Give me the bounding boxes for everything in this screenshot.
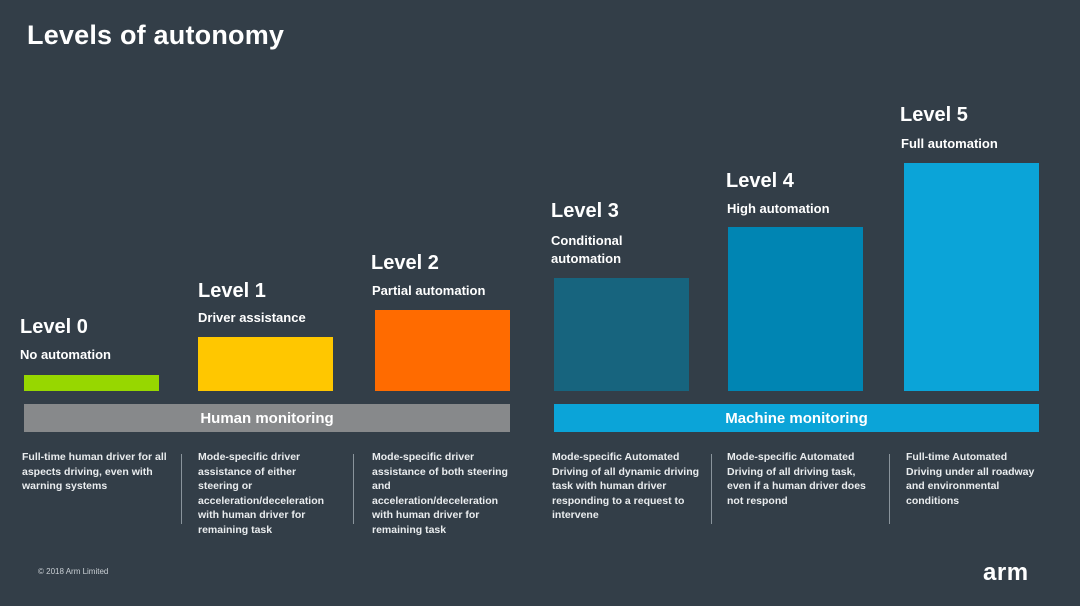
level-0-description: Full-time human driver for all aspects d… — [22, 451, 167, 493]
level-4-bar — [728, 227, 863, 391]
arm-logo: arm — [983, 559, 1029, 586]
copyright-text: © 2018 Arm Limited — [38, 567, 109, 576]
level-3-description: Mode-specific Automated Driving of all d… — [552, 451, 700, 522]
level-1-description: Mode-specific driver assistance of eithe… — [198, 451, 325, 536]
level-1-name: Driver assistance — [198, 310, 306, 325]
column-divider — [711, 454, 712, 524]
machine-monitoring-label: Machine monitoring — [725, 409, 868, 427]
level-5-description: Full-time Automated Driving under all ro… — [906, 451, 1035, 507]
level-0-bar — [24, 375, 159, 391]
level-5-name: Full automation — [901, 136, 998, 151]
level-2-bar — [375, 310, 510, 391]
level-2-heading: Level 2 — [371, 252, 439, 274]
level-5-heading: Level 5 — [900, 104, 968, 126]
level-2-name: Partial automation — [372, 283, 486, 298]
level-1-heading: Level 1 — [198, 280, 266, 302]
level-1-bar — [198, 337, 333, 391]
level-0-heading: Level 0 — [20, 316, 88, 338]
column-divider — [181, 454, 182, 524]
level-4-name: High automation — [727, 201, 830, 216]
level-3-name: Conditional automation — [551, 233, 623, 266]
level-5-bar — [904, 163, 1039, 391]
slide-title: Levels of autonomy — [27, 20, 285, 50]
level-2-description: Mode-specific driver assistance of both … — [372, 451, 508, 536]
machine-monitoring-band: Machine monitoring — [554, 404, 1039, 432]
level-4-description: Mode-specific Automated Driving of all d… — [727, 451, 866, 507]
level-3-heading: Level 3 — [551, 200, 619, 222]
level-3-bar — [554, 278, 689, 391]
human-monitoring-band: Human monitoring — [24, 404, 510, 432]
level-0-name: No automation — [20, 347, 111, 362]
column-divider — [353, 454, 354, 524]
column-divider — [889, 454, 890, 524]
level-4-heading: Level 4 — [726, 170, 794, 192]
human-monitoring-label: Human monitoring — [200, 409, 334, 427]
